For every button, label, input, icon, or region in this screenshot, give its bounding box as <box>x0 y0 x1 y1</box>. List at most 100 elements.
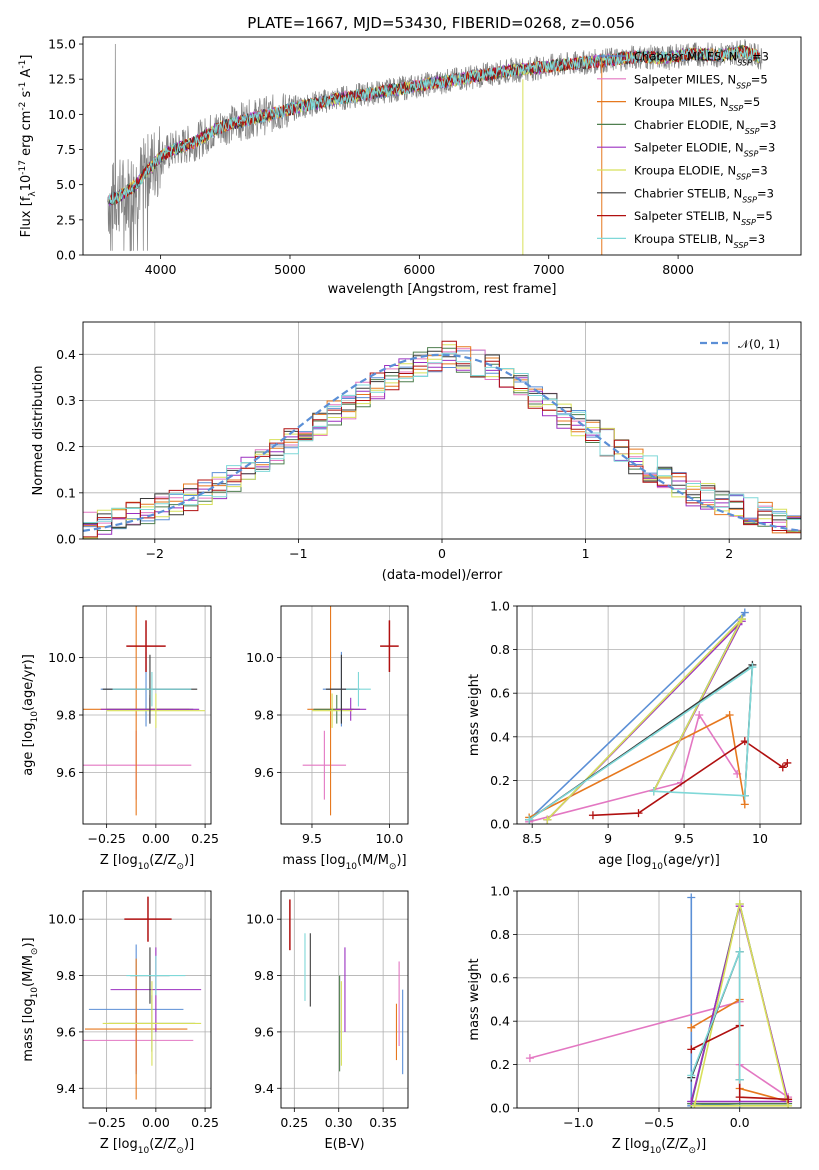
age_vs_mass-ytick-label: 9.6 <box>254 765 274 780</box>
residuals-xtick-label: −1 <box>289 546 307 561</box>
spectrum-xlabel: wavelength [Angstrom, rest frame] <box>328 282 557 297</box>
weight_vs_Z-xtick-label: −0.5 <box>644 1115 674 1130</box>
residuals-xtick-label: 0 <box>438 546 446 561</box>
weight-point-marker <box>735 1075 744 1084</box>
mass_vs_Z-ytick-label: 9.6 <box>56 1024 76 1039</box>
weight_vs_Z-ylabel: mass weight <box>467 958 482 1040</box>
legend-entry: Chabrier STELIB, NSSP=3 <box>634 186 774 204</box>
mass_vs_EBV-xtick-label: 0.35 <box>369 1115 397 1130</box>
weight_vs_Z-ytick-label: 0.2 <box>490 1057 510 1072</box>
weight-point-marker <box>784 1095 793 1104</box>
legend-entry: Salpeter STELIB, NSSP=5 <box>634 209 773 227</box>
residuals-ytick-label: 0.4 <box>56 347 76 362</box>
mass_vs_Z-xtick-label: −0.25 <box>87 1115 125 1130</box>
spectrum-xtick-label: 8000 <box>662 262 694 277</box>
weight_vs_age-ytick-label: 0.8 <box>490 642 510 657</box>
spectrum-lines <box>107 39 763 255</box>
weight_vs_Z-ytick-label: 1.0 <box>490 884 510 899</box>
residuals-xtick-label: 1 <box>582 546 590 561</box>
weight_vs_age-xtick-label: 9 <box>604 831 612 846</box>
mass_vs_Z-xtick-label: 0.00 <box>142 1115 170 1130</box>
age_vs_mass-axes: 9.5 10.0 9.6 9.8 10.0 <box>246 606 408 846</box>
residuals-ytick-label: 0.0 <box>56 532 76 547</box>
mass_vs_EBV-xtick-label: 0.25 <box>280 1115 308 1130</box>
weight_vs_age-lines <box>525 608 792 824</box>
weight-series-line <box>528 665 754 821</box>
spectrum-xtick-label: 5000 <box>274 262 306 277</box>
residuals-xlabel: (data-model)/error <box>382 568 503 583</box>
residuals-ytick-label: 0.2 <box>56 439 76 454</box>
weight-point-marker <box>778 763 787 772</box>
residuals-axes: −2 −1 0 1 2 0.0 0.1 0.2 0.3 0.4 <box>56 322 801 561</box>
weight-point-marker <box>740 800 749 809</box>
weight-series-line <box>592 740 788 817</box>
weight-point-marker <box>588 811 597 820</box>
weight_vs_Z-axes: −1.0 −0.5 0.0 0.0 0.2 0.4 0.6 0.8 1.0 <box>490 884 801 1130</box>
age_vs_Z-errorbars <box>83 606 206 816</box>
weight_vs_age-ylabel: mass weight <box>467 674 482 756</box>
weight-point-marker <box>735 1093 744 1102</box>
spectrum-xtick-label: 6000 <box>403 262 435 277</box>
spectrum-xtick-label: 7000 <box>533 262 565 277</box>
weight_vs_Z-xtick-label: −1.0 <box>563 1115 593 1130</box>
age_vs_Z-frame <box>82 605 212 825</box>
spectrum-ytick-label: 15.0 <box>48 37 76 52</box>
weight_vs_age-ytick-label: 0.4 <box>490 729 510 744</box>
mass_vs_Z-errorbars <box>83 896 202 1100</box>
legend-entry: Kroupa STELIB, NSSP=3 <box>634 232 765 250</box>
mass_vs_EBV-xlabel: E(B-V) <box>324 1137 364 1152</box>
age_vs_Z-ylabel: age [log10(age/yr)] <box>21 654 40 776</box>
figure-title: PLATE=1667, MJD=53430, FIBERID=0268, z=0… <box>247 14 634 32</box>
weight-point-marker <box>649 787 658 796</box>
age_vs_Z-ytick-label: 9.8 <box>56 708 76 723</box>
mass_vs_EBV-ytick-label: 9.4 <box>254 1081 274 1096</box>
mass_vs_EBV-xtick-label: 0.30 <box>325 1115 353 1130</box>
weight-point-marker <box>543 815 552 824</box>
weight-point-marker <box>737 615 746 624</box>
weight_vs_Z-ytick-label: 0.8 <box>490 927 510 942</box>
weight_vs_age-ytick-label: 1.0 <box>490 599 510 614</box>
weight-point-marker <box>687 1097 696 1106</box>
weight-point-marker <box>740 791 749 800</box>
age_vs_Z-xtick-label: 0.00 <box>142 831 170 846</box>
weight-series-line <box>693 903 790 1107</box>
age_vs_mass-ytick-label: 9.8 <box>254 708 274 723</box>
weight-point-marker <box>783 758 792 767</box>
weight-point-marker <box>687 1045 696 1054</box>
weight-point-marker <box>725 711 734 719</box>
spectrum-ytick-label: 2.5 <box>56 212 76 227</box>
mass_vs_EBV-ytick-label: 9.8 <box>254 968 274 983</box>
residuals-frame <box>82 321 802 540</box>
weight-series-line <box>528 713 738 823</box>
mass_vs_Z-axes: −0.25 0.00 0.25 9.4 9.6 9.8 10.0 <box>48 891 219 1130</box>
age_vs_mass-errorbars <box>302 606 399 816</box>
mass_vs_Z-frame <box>82 890 212 1109</box>
mass_vs_EBV-axes: 0.25 0.30 0.35 9.4 9.6 9.8 10.0 <box>246 891 408 1130</box>
age_vs_Z-axes: −0.25 0.00 0.25 9.6 9.8 10.0 <box>48 606 219 846</box>
mass_vs_EBV-frame <box>280 890 409 1109</box>
weight-point-marker <box>525 1054 534 1063</box>
age_vs_mass-xlabel: mass [log10(M/M⊙)] <box>282 853 406 872</box>
mass_vs_Z-ylabel: mass [log10(M/M⊙)] <box>21 937 40 1061</box>
weight_vs_age-ytick-label: 0.0 <box>490 817 510 832</box>
age_vs_mass-xtick-label: 10.0 <box>375 831 403 846</box>
weight_vs_Z-ytick-label: 0.6 <box>490 970 510 985</box>
age_vs_Z-xtick-label: −0.25 <box>87 831 125 846</box>
weight-point-marker <box>740 608 749 617</box>
legend-entry: Chabrier MILES, NSSP=3 <box>634 50 769 68</box>
weight-point-marker <box>748 663 757 672</box>
weight_vs_Z-xtick-label: 0.0 <box>730 1115 750 1130</box>
legend-entry: Kroupa ELODIE, NSSP=3 <box>634 164 768 182</box>
residuals-ytick-label: 0.3 <box>56 393 76 408</box>
weight_vs_age-ytick-label: 0.2 <box>490 773 510 788</box>
spectrum-data-line <box>107 39 763 252</box>
weight-series-line <box>546 618 743 821</box>
age_vs_mass-ytick-label: 10.0 <box>246 650 274 665</box>
legend-entry: Salpeter MILES, NSSP=5 <box>634 72 768 90</box>
mass_vs_Z-ytick-label: 9.8 <box>56 968 76 983</box>
age_vs_Z-ytick-label: 10.0 <box>48 650 76 665</box>
weight-series-line <box>528 713 746 819</box>
residuals-xtick-label: −2 <box>146 546 164 561</box>
spectrum-ytick-label: 12.5 <box>48 72 76 87</box>
residual-step-line <box>83 352 801 523</box>
